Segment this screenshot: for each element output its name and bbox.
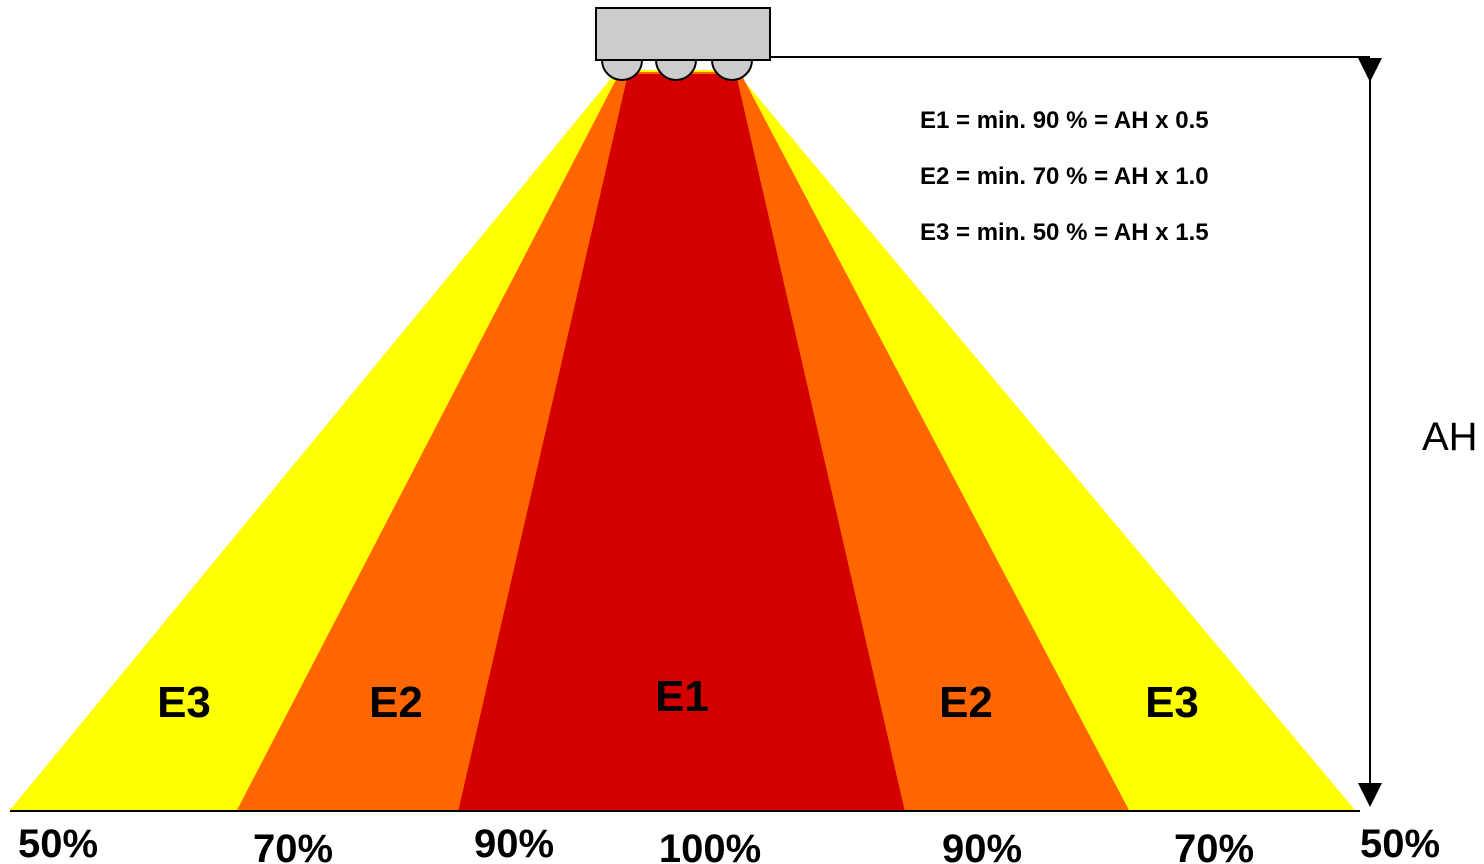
legend-e3: E3 = min. 50 % = AH x 1.5 [920, 219, 1209, 246]
pct-label-3: 90% [474, 822, 554, 864]
zone-label-right-e2: E2 [939, 678, 993, 727]
zone-e1-fill [458, 74, 905, 812]
sensor-device [595, 7, 771, 81]
zone-label-left-e2: E2 [369, 678, 423, 727]
legend-e2: E2 = min. 70 % = AH x 1.0 [920, 163, 1209, 190]
pct-label-7: 50% [1360, 822, 1440, 864]
sensor-lens-right [710, 59, 754, 81]
sensor-lens-center [654, 59, 698, 81]
sensor-lens-left [600, 59, 644, 81]
pct-label-6: 70% [1174, 827, 1254, 864]
pct-label-4: 100% [659, 827, 761, 864]
pct-label-5: 90% [942, 827, 1022, 864]
sensor-housing [595, 7, 771, 61]
legend-e1: E1 = min. 90 % = AH x 0.5 [920, 107, 1209, 134]
pct-label-2: 70% [253, 827, 333, 864]
zone-label-center-e1: E1 [655, 672, 709, 721]
zone-label-right-e3: E3 [1145, 678, 1199, 727]
zone-label-left-e3: E3 [157, 678, 211, 727]
pct-label-1: 50% [18, 822, 98, 864]
height-label: AH [1422, 415, 1478, 459]
